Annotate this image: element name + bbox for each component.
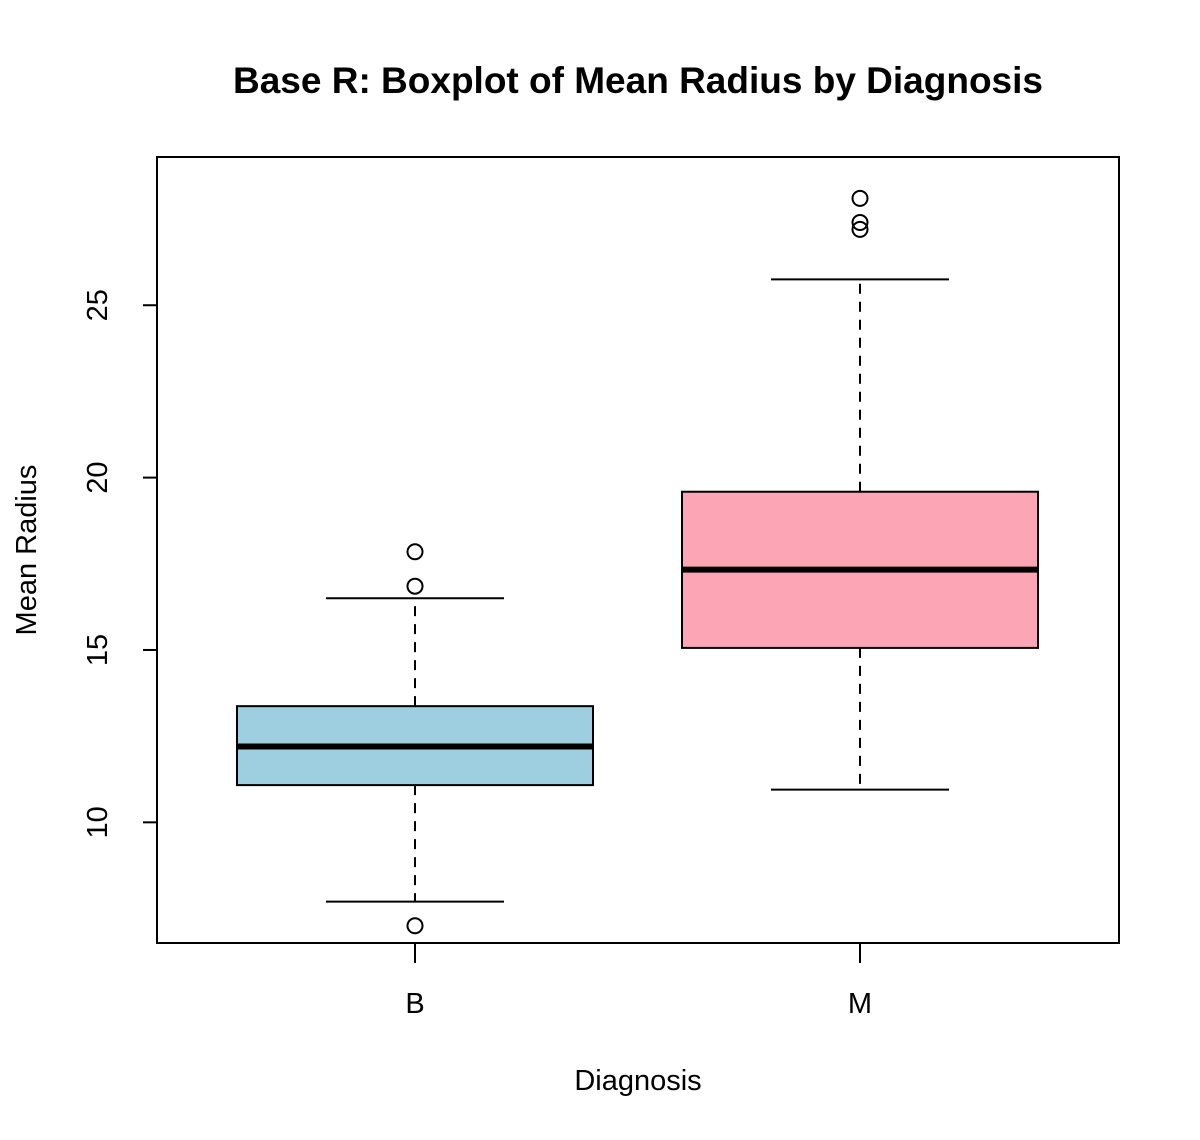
boxes <box>236 189 1039 935</box>
outlier-point-M-0 <box>851 220 869 238</box>
y-axis: 10 15 20 25 <box>82 289 157 838</box>
outlier-point-M-2 <box>851 189 869 207</box>
outlier-point-B-1 <box>406 577 424 595</box>
y-tick-label-20: 20 <box>82 461 114 493</box>
outlier-point-B-0 <box>406 917 424 935</box>
outlier-point-M-1 <box>851 214 869 231</box>
box-B <box>236 543 594 935</box>
chart-title: Base R: Boxplot of Mean Radius by Diagno… <box>233 60 1043 101</box>
outlier-point-B-2 <box>406 543 424 561</box>
x-axis-label: Diagnosis <box>574 1065 701 1097</box>
y-axis-label: Mean Radius <box>11 465 43 636</box>
y-tick-label-10: 10 <box>82 806 114 838</box>
plot-frame <box>156 156 1120 944</box>
y-tick-label-15: 15 <box>82 634 114 666</box>
x-tick-label-B: B <box>405 988 424 1020</box>
y-tick-label-25: 25 <box>82 289 114 321</box>
x-tick-label-M: M <box>848 988 872 1020</box>
box-M <box>681 189 1039 791</box>
